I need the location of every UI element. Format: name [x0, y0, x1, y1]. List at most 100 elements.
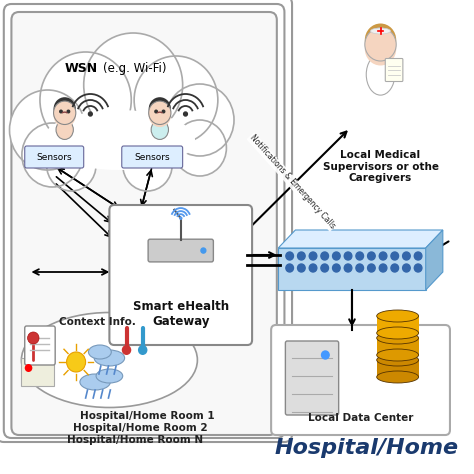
- Circle shape: [344, 264, 352, 272]
- Text: WSN: WSN: [64, 62, 98, 74]
- Circle shape: [321, 252, 328, 260]
- Text: Hospital/Home Room N: Hospital/Home Room N: [67, 435, 203, 445]
- Circle shape: [309, 252, 317, 260]
- Circle shape: [391, 264, 399, 272]
- Circle shape: [46, 139, 96, 191]
- FancyBboxPatch shape: [385, 58, 403, 82]
- Circle shape: [368, 264, 375, 272]
- Circle shape: [25, 364, 32, 372]
- Text: Local Data Center: Local Data Center: [308, 413, 413, 423]
- Circle shape: [40, 52, 131, 148]
- Circle shape: [134, 56, 218, 144]
- Circle shape: [149, 101, 171, 125]
- Text: Sensors: Sensors: [36, 153, 72, 162]
- Circle shape: [309, 264, 317, 272]
- Ellipse shape: [377, 349, 419, 361]
- Circle shape: [149, 104, 171, 127]
- FancyBboxPatch shape: [25, 146, 84, 168]
- FancyBboxPatch shape: [21, 358, 54, 386]
- Circle shape: [201, 248, 206, 253]
- FancyBboxPatch shape: [0, 0, 292, 442]
- Ellipse shape: [366, 54, 395, 95]
- FancyBboxPatch shape: [148, 239, 213, 262]
- Text: Notifications & Emergency Calls: Notifications & Emergency Calls: [247, 133, 337, 231]
- Ellipse shape: [377, 354, 419, 366]
- Circle shape: [67, 110, 70, 113]
- Ellipse shape: [80, 374, 110, 390]
- Circle shape: [368, 252, 375, 260]
- Ellipse shape: [89, 345, 111, 359]
- Circle shape: [9, 90, 86, 170]
- Text: Sensors: Sensors: [135, 153, 170, 162]
- Circle shape: [149, 97, 171, 120]
- Text: Hospital/Home: Hospital/Home: [274, 438, 458, 458]
- Ellipse shape: [377, 332, 419, 344]
- Ellipse shape: [43, 110, 195, 170]
- Polygon shape: [377, 338, 419, 355]
- Circle shape: [356, 252, 364, 260]
- Ellipse shape: [96, 369, 123, 383]
- Ellipse shape: [371, 28, 391, 34]
- Ellipse shape: [94, 350, 125, 366]
- Circle shape: [414, 264, 422, 272]
- Polygon shape: [377, 360, 419, 377]
- Ellipse shape: [377, 371, 419, 383]
- Circle shape: [344, 252, 352, 260]
- Polygon shape: [278, 230, 443, 248]
- Circle shape: [365, 33, 396, 65]
- Circle shape: [180, 217, 182, 219]
- FancyBboxPatch shape: [285, 341, 338, 415]
- Circle shape: [66, 352, 86, 372]
- Circle shape: [89, 112, 92, 116]
- Text: Smart eHealth
Gateway: Smart eHealth Gateway: [133, 300, 229, 328]
- Circle shape: [379, 252, 387, 260]
- Text: Hospital/Home Room 2: Hospital/Home Room 2: [73, 423, 208, 433]
- Circle shape: [414, 252, 422, 260]
- Circle shape: [333, 264, 340, 272]
- Circle shape: [162, 110, 165, 113]
- FancyBboxPatch shape: [25, 326, 55, 365]
- Circle shape: [27, 332, 39, 344]
- Circle shape: [138, 345, 147, 355]
- Circle shape: [84, 33, 182, 137]
- Circle shape: [402, 264, 410, 272]
- Circle shape: [365, 24, 396, 56]
- Text: Local Medical
Supervisors or othe
Caregivers: Local Medical Supervisors or othe Caregi…: [322, 150, 438, 183]
- Ellipse shape: [56, 120, 73, 139]
- Circle shape: [402, 252, 410, 260]
- Text: (e.g. Wi-Fi): (e.g. Wi-Fi): [103, 62, 166, 74]
- Circle shape: [54, 104, 76, 127]
- FancyBboxPatch shape: [122, 146, 182, 168]
- Circle shape: [173, 120, 227, 176]
- FancyBboxPatch shape: [271, 325, 450, 435]
- Circle shape: [356, 264, 364, 272]
- Ellipse shape: [377, 310, 419, 322]
- Circle shape: [54, 97, 76, 120]
- FancyBboxPatch shape: [109, 205, 252, 345]
- Circle shape: [298, 252, 305, 260]
- Circle shape: [391, 252, 399, 260]
- Circle shape: [298, 264, 305, 272]
- Circle shape: [122, 345, 131, 355]
- FancyBboxPatch shape: [11, 12, 277, 435]
- Polygon shape: [377, 316, 419, 333]
- Circle shape: [286, 264, 293, 272]
- FancyBboxPatch shape: [4, 4, 284, 438]
- Polygon shape: [426, 230, 443, 290]
- Polygon shape: [278, 248, 426, 290]
- Circle shape: [155, 110, 157, 113]
- Circle shape: [183, 112, 187, 116]
- Ellipse shape: [151, 120, 168, 139]
- Circle shape: [286, 252, 293, 260]
- Circle shape: [165, 84, 234, 156]
- Text: Hospital/Home Room 1: Hospital/Home Room 1: [80, 411, 215, 421]
- Ellipse shape: [377, 327, 419, 339]
- Circle shape: [321, 351, 329, 359]
- Circle shape: [22, 123, 83, 187]
- Circle shape: [379, 264, 387, 272]
- Circle shape: [60, 110, 62, 113]
- Circle shape: [321, 264, 328, 272]
- Circle shape: [123, 139, 172, 191]
- Circle shape: [365, 28, 396, 61]
- Circle shape: [333, 252, 340, 260]
